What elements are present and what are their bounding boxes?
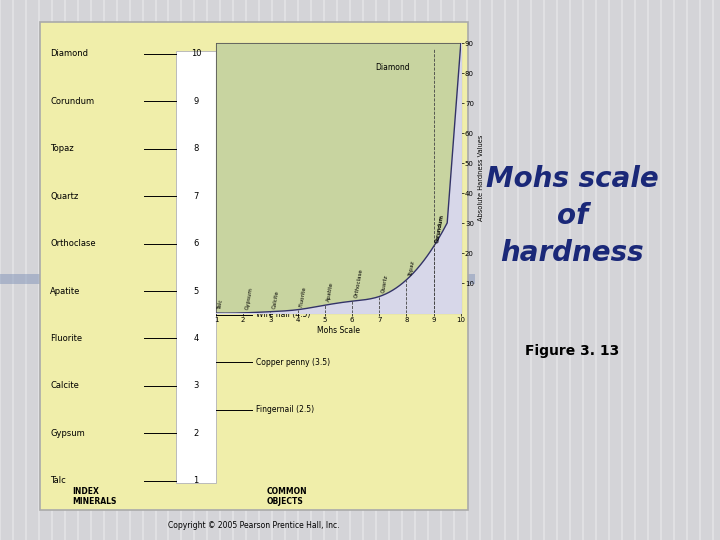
Bar	[40, 22, 468, 510]
Text: Topaz: Topaz	[50, 144, 74, 153]
Text: Fluorite: Fluorite	[299, 286, 307, 307]
Text: Orthoclase: Orthoclase	[50, 239, 96, 248]
Text: Apatite: Apatite	[326, 282, 335, 302]
Text: 4: 4	[194, 334, 199, 343]
Text: 6: 6	[194, 239, 199, 248]
Text: COMMON
OBJECTS: COMMON OBJECTS	[266, 487, 307, 507]
Text: Fingernail (2.5): Fingernail (2.5)	[256, 405, 314, 414]
Text: Diamond: Diamond	[376, 63, 410, 72]
Text: Streak plate (6.5): Streak plate (6.5)	[256, 215, 323, 225]
X-axis label: Mohs Scale: Mohs Scale	[317, 326, 360, 335]
Text: Corundum: Corundum	[435, 214, 445, 244]
Bar	[0, 274, 475, 284]
Text: Gypsum: Gypsum	[245, 287, 253, 310]
Text: 9: 9	[194, 97, 199, 106]
Text: Figure 3. 13: Figure 3. 13	[526, 344, 619, 358]
Y-axis label: Absolute Hardness Values: Absolute Hardness Values	[478, 135, 484, 221]
Text: Calcite: Calcite	[50, 381, 79, 390]
Text: Apatite: Apatite	[50, 287, 81, 295]
Text: Orthoclase: Orthoclase	[354, 268, 364, 298]
Text: Copyright © 2005 Pearson Prentice Hall, Inc.: Copyright © 2005 Pearson Prentice Hall, …	[168, 521, 340, 530]
Text: 5: 5	[194, 287, 199, 295]
Text: Diamond: Diamond	[50, 50, 89, 58]
Text: 10: 10	[191, 50, 202, 58]
Text: Copper penny (3.5): Copper penny (3.5)	[256, 357, 330, 367]
Text: Glass (5.5): Glass (5.5)	[256, 263, 297, 272]
Text: Mohs scale
of
hardness: Mohs scale of hardness	[486, 165, 659, 267]
Text: Quartz: Quartz	[381, 274, 389, 294]
Text: Talc: Talc	[50, 476, 66, 485]
Text: Quartz: Quartz	[50, 192, 78, 201]
Bar	[216, 43, 461, 313]
Text: 1: 1	[194, 476, 199, 485]
Text: Knife blade (5.1): Knife blade (5.1)	[256, 282, 319, 291]
Text: 8: 8	[194, 144, 199, 153]
Bar	[176, 51, 216, 483]
Text: Corundum: Corundum	[435, 214, 445, 244]
Text: Fluorite: Fluorite	[50, 334, 83, 343]
Text: Talc: Talc	[217, 299, 224, 310]
Text: 3: 3	[194, 381, 199, 390]
Text: Corundum: Corundum	[50, 97, 94, 106]
Text: 2: 2	[194, 429, 199, 438]
Text: Gypsum: Gypsum	[50, 429, 85, 438]
Text: Calcite: Calcite	[271, 289, 280, 309]
Text: Topaz: Topaz	[408, 261, 415, 277]
Text: INDEX
MINERALS: INDEX MINERALS	[72, 487, 117, 507]
Text: 7: 7	[194, 192, 199, 201]
Text: Wire nail (4.5): Wire nail (4.5)	[256, 310, 310, 319]
